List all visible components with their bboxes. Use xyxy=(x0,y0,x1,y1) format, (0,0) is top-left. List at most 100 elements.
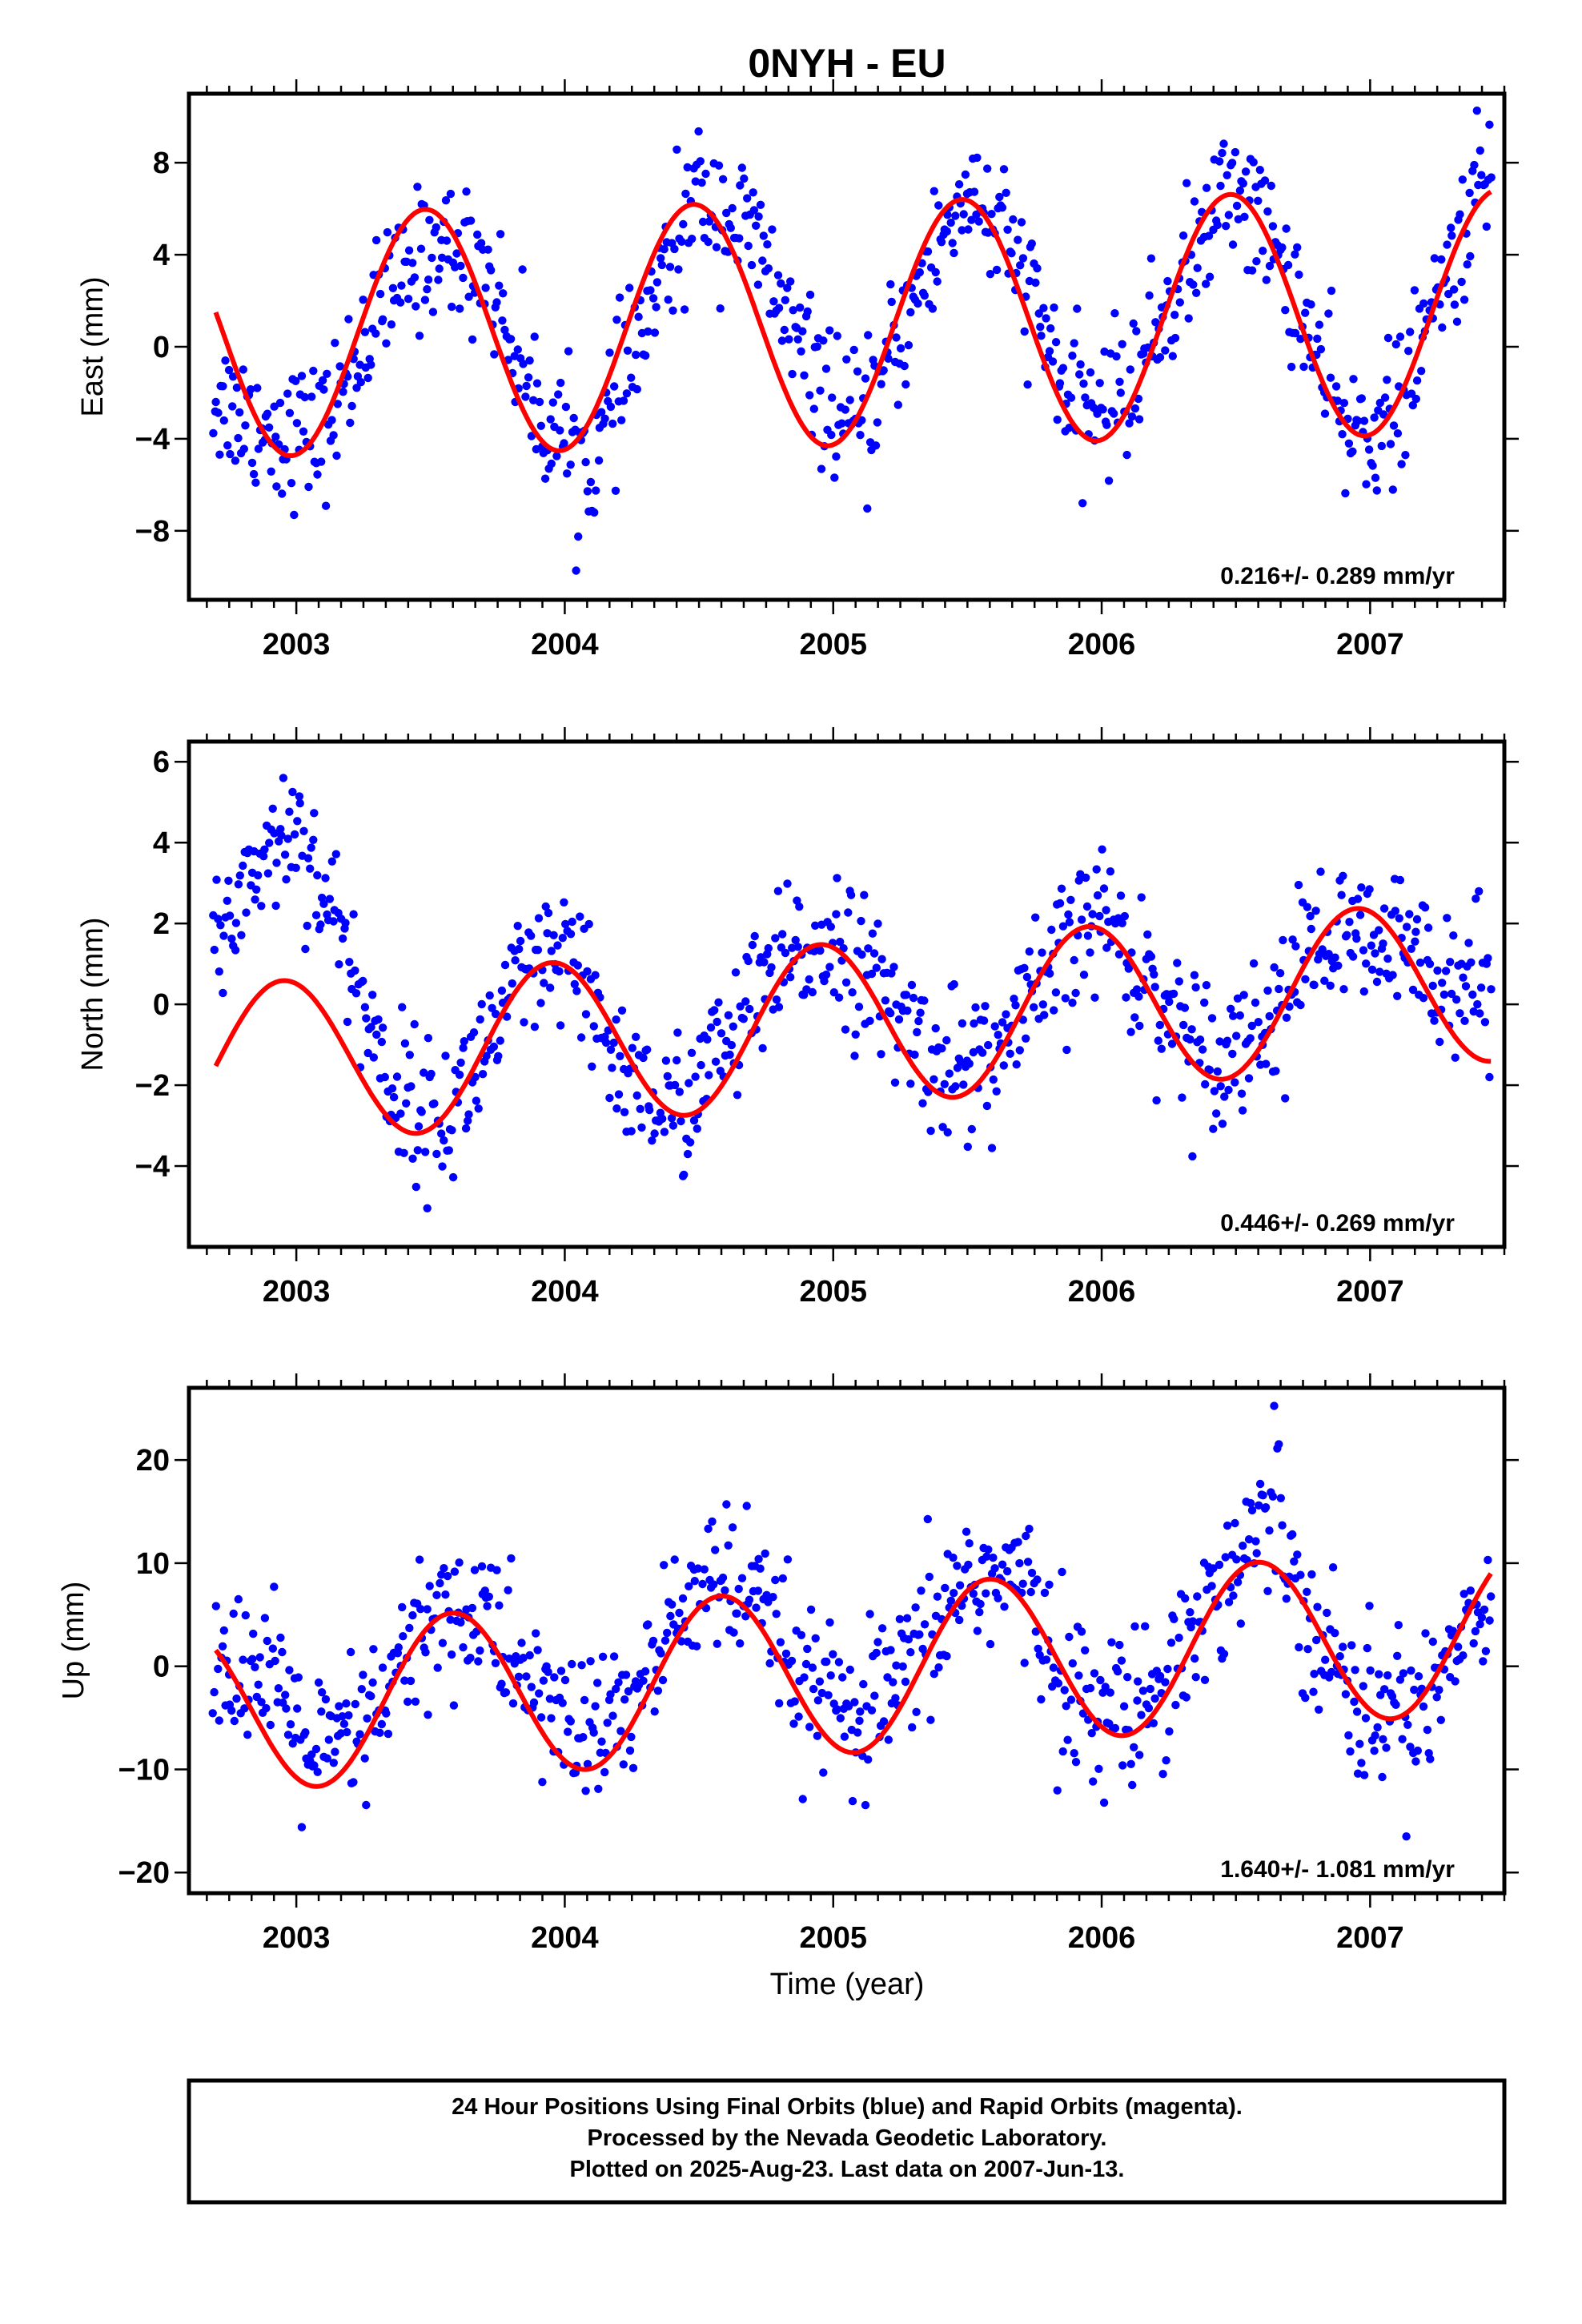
north-data-point xyxy=(1447,989,1456,999)
north-data-point xyxy=(1229,1011,1238,1020)
east-data-point xyxy=(304,482,313,492)
north-data-point xyxy=(380,1072,389,1082)
north-data-point xyxy=(724,1011,733,1020)
up-data-point xyxy=(415,1555,424,1564)
north-data-point xyxy=(950,979,958,989)
up-data-point xyxy=(775,1699,784,1708)
east-data-point xyxy=(1341,489,1350,498)
north-data-point xyxy=(474,1104,483,1113)
east-data-point xyxy=(1487,173,1496,182)
east-data-point xyxy=(241,421,250,430)
east-data-point xyxy=(648,294,658,303)
east-data-point xyxy=(574,532,583,541)
up-data-point xyxy=(497,1679,506,1688)
north-data-point xyxy=(455,1070,464,1080)
north-data-point xyxy=(1224,1085,1233,1095)
up-data-point xyxy=(1382,1743,1391,1752)
north-data-point xyxy=(1476,983,1486,992)
east-x-tick-label: 2005 xyxy=(799,628,867,661)
north-data-point xyxy=(1198,1045,1207,1054)
north-data-point xyxy=(536,999,545,1007)
up-data-point xyxy=(1371,1731,1379,1740)
east-data-point xyxy=(1075,370,1084,379)
east-data-point xyxy=(610,382,619,391)
up-data-point xyxy=(1307,1570,1316,1579)
east-data-point xyxy=(292,419,302,428)
up-data-point xyxy=(544,1667,552,1676)
east-data-point xyxy=(718,175,728,183)
up-data-point xyxy=(443,1571,452,1581)
up-data-point xyxy=(477,1562,487,1571)
up-data-point xyxy=(790,1697,799,1706)
up-data-point xyxy=(1171,1700,1180,1710)
up-data-point xyxy=(808,1663,817,1672)
east-velocity-label: 0.216+/- 0.289 mm/yr xyxy=(1220,563,1455,589)
east-data-point xyxy=(375,289,385,299)
up-data-point xyxy=(867,1706,877,1715)
up-data-point xyxy=(1014,1538,1022,1546)
north-data-point xyxy=(1411,937,1419,946)
up-data-point xyxy=(690,1577,699,1586)
north-data-point xyxy=(283,834,292,843)
north-data-point xyxy=(786,973,795,982)
up-data-point xyxy=(1426,1755,1435,1763)
up-data-point xyxy=(901,1677,910,1687)
north-data-point xyxy=(1015,1046,1025,1055)
east-y-tick-label: −4 xyxy=(135,423,170,456)
east-data-point xyxy=(464,292,473,301)
up-data-point xyxy=(1275,1440,1283,1449)
north-data-point xyxy=(556,1021,565,1030)
up-data-point xyxy=(547,1714,556,1723)
north-data-point xyxy=(1446,958,1455,967)
up-data-point xyxy=(1419,1702,1428,1711)
east-data-point xyxy=(356,378,365,387)
east-data-point xyxy=(532,444,540,454)
north-data-point xyxy=(1212,1109,1221,1118)
up-data-point xyxy=(994,1594,1002,1602)
north-data-point xyxy=(865,1016,874,1026)
east-data-point xyxy=(1175,298,1185,307)
east-data-point xyxy=(1125,419,1134,428)
north-x-tick-label: 2004 xyxy=(531,1275,599,1309)
up-data-point xyxy=(1471,1626,1480,1636)
east-data-point xyxy=(1320,409,1330,418)
north-data-point xyxy=(568,917,576,927)
north-data-point xyxy=(558,934,567,943)
up-data-point xyxy=(215,1716,223,1725)
east-data-point xyxy=(1227,159,1237,167)
up-data-point xyxy=(772,1610,781,1618)
north-y-tick-label: 6 xyxy=(153,746,170,779)
up-data-point xyxy=(1247,1506,1257,1515)
east-fit-curve xyxy=(213,189,1492,458)
up-data-point xyxy=(1060,1686,1069,1695)
north-data-point xyxy=(1150,970,1158,979)
north-data-point xyxy=(291,863,300,873)
east-data-point xyxy=(827,430,836,440)
up-data-point xyxy=(949,1553,958,1562)
east-data-point xyxy=(986,270,995,279)
north-data-point xyxy=(234,880,243,889)
east-data-point xyxy=(798,327,807,336)
north-data-point xyxy=(689,1116,699,1125)
up-data-point xyxy=(1259,1491,1267,1500)
up-data-point xyxy=(441,1590,450,1599)
up-data-point xyxy=(955,1581,965,1590)
north-data-point xyxy=(589,1022,598,1031)
east-data-point xyxy=(634,312,643,321)
up-data-point xyxy=(756,1564,765,1573)
north-data-point xyxy=(387,1084,397,1093)
north-data-point xyxy=(1316,867,1325,876)
north-data-point xyxy=(402,1099,411,1108)
north-data-point xyxy=(301,944,310,954)
north-data-point xyxy=(992,1087,1001,1096)
north-data-point xyxy=(703,1035,712,1044)
up-data-point xyxy=(1395,1675,1405,1684)
north-data-point xyxy=(1375,967,1384,976)
east-data-point xyxy=(378,315,387,324)
up-y-tick-label: 10 xyxy=(136,1547,170,1581)
north-data-point xyxy=(778,930,787,939)
up-data-point xyxy=(1015,1558,1024,1568)
up-data-point xyxy=(1229,1591,1238,1600)
north-x-tick-label: 2007 xyxy=(1336,1275,1404,1309)
up-data-point xyxy=(1119,1702,1129,1711)
